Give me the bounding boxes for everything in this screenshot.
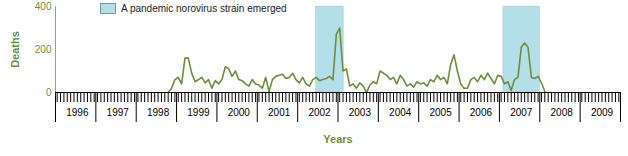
svg-text:200: 200: [35, 44, 52, 55]
svg-text:2002: 2002: [308, 107, 331, 118]
svg-text:2001: 2001: [268, 107, 291, 118]
svg-text:2000: 2000: [228, 107, 251, 118]
svg-text:2007: 2007: [510, 107, 533, 118]
svg-text:1997: 1997: [107, 107, 130, 118]
svg-text:0: 0: [46, 87, 52, 98]
svg-text:400: 400: [35, 1, 52, 12]
svg-text:1996: 1996: [66, 107, 89, 118]
svg-text:Deaths: Deaths: [9, 31, 21, 68]
svg-text:2004: 2004: [389, 107, 412, 118]
svg-text:2005: 2005: [429, 107, 452, 118]
svg-text:2006: 2006: [470, 107, 493, 118]
svg-text:1999: 1999: [187, 107, 210, 118]
svg-text:2003: 2003: [349, 107, 372, 118]
svg-text:1998: 1998: [147, 107, 170, 118]
svg-text:Years: Years: [323, 133, 352, 145]
svg-text:2008: 2008: [551, 107, 574, 118]
html-text:A pandemic norovirus strain em: A pandemic norovirus strain emerged: [121, 3, 287, 14]
svg-text:2009: 2009: [591, 107, 614, 118]
